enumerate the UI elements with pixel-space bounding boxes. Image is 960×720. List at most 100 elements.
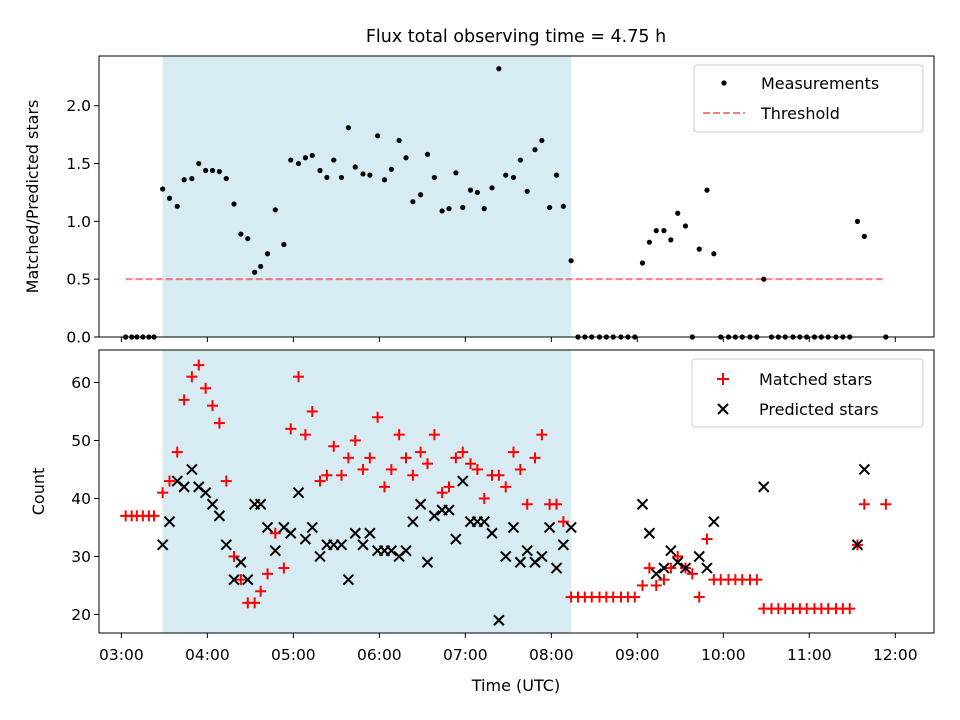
measurement-point: [160, 186, 166, 192]
predicted-star-marker: [186, 463, 198, 476]
measurement-point: [367, 172, 373, 178]
predicted-star-marker: [493, 614, 505, 626]
measurement-point: [675, 210, 681, 216]
predicted-star-marker: [758, 481, 770, 493]
top-panel: 0.00.51.01.52.0 Matched/Predicted stars …: [23, 55, 935, 347]
measurement-point: [854, 218, 861, 224]
matched-star-marker: [393, 429, 405, 441]
matched-star-marker: [385, 463, 397, 475]
measurement-point: [375, 133, 381, 139]
matched-star-marker: [464, 458, 476, 470]
x-tick-label: 11:00: [787, 646, 832, 664]
matched-star-marker: [342, 452, 354, 464]
predicted-star-marker: [285, 527, 297, 539]
measurement-point: [345, 125, 351, 131]
matched-star-marker: [269, 527, 281, 539]
predicted-star-marker: [701, 562, 713, 574]
measurement-point: [396, 137, 402, 144]
matched-star-marker: [751, 574, 763, 586]
matched-star-marker: [407, 469, 419, 481]
matched-star-marker: [148, 510, 160, 522]
matched-star-marker: [507, 446, 519, 458]
predicted-star-marker: [357, 539, 369, 551]
predicted-star-marker: [500, 550, 512, 563]
measurement-point: [166, 195, 173, 201]
measurement-point: [481, 206, 487, 212]
measurement-point: [696, 246, 702, 252]
predicted-star-marker: [407, 515, 419, 528]
matched-star-marker: [235, 574, 247, 586]
measurement-point: [352, 164, 358, 170]
measurement-point: [288, 157, 294, 163]
bottom-panel: 20 30 40 50 60 03:00 04:00 05:00 06:00 07:00 08:0…: [29, 349, 935, 695]
predicted-star-marker: [543, 521, 556, 534]
predicted-star-marker: [342, 573, 355, 586]
measurement-point: [547, 204, 553, 211]
measurement-point: [661, 228, 667, 234]
matched-star-marker: [650, 579, 662, 591]
matched-star-marker: [255, 585, 267, 597]
matched-star-marker: [536, 429, 548, 441]
matched-star-marker: [178, 394, 190, 406]
measurement-point: [446, 206, 452, 212]
measurement-point: [668, 237, 674, 243]
predicted-star-marker: [514, 556, 527, 568]
matched-star-marker: [357, 463, 369, 475]
predicted-star-marker: [708, 515, 720, 528]
matched-star-marker: [220, 475, 232, 487]
measurement-point: [418, 192, 424, 198]
matched-star-marker: [378, 481, 390, 493]
top-y-tick-label: 2.0: [66, 97, 91, 115]
measurement-point: [467, 187, 474, 193]
predicted-star-marker: [521, 544, 533, 557]
matched-star-marker: [278, 562, 290, 574]
bottom-y-tick-label: 40: [71, 490, 91, 508]
predicted-star-marker: [400, 544, 412, 557]
measurement-point: [517, 157, 523, 163]
legend-measurement-marker: [721, 80, 727, 86]
matched-star-marker: [665, 562, 677, 574]
measurement-point: [704, 187, 710, 193]
predicted-star-marker: [414, 498, 427, 510]
measurement-point: [403, 155, 409, 161]
matched-star-marker: [171, 446, 183, 458]
matched-star-marker: [249, 597, 261, 609]
matched-star-marker: [321, 469, 333, 481]
x-tick-label: 08:00: [529, 646, 574, 664]
matched-star-marker: [500, 481, 512, 493]
chart-title: Flux total observing time = 4.75 h: [366, 27, 666, 47]
matched-star-marker: [658, 574, 670, 586]
matched-star-marker: [471, 463, 483, 475]
predicted-star-marker: [672, 556, 684, 568]
bottom-y-tick-label: 20: [71, 606, 91, 624]
predicted-star-marker: [306, 521, 318, 534]
bottom-y-axis-label: Count: [29, 468, 48, 516]
measurement-point: [181, 177, 187, 183]
matched-star-marker: [550, 498, 562, 510]
predicted-star-marker: [235, 556, 247, 568]
matched-star-marker: [493, 469, 505, 481]
top-y-tick-label: 0.0: [66, 329, 91, 347]
matched-star-marker: [349, 434, 361, 446]
top-y-axis-label: Matched/Predicted stars: [23, 100, 42, 294]
predicted-star-marker: [385, 544, 398, 557]
matched-star-marker: [193, 359, 205, 371]
matched-star-marker: [421, 458, 433, 470]
x-tick-label: 04:00: [185, 646, 230, 664]
legend-predicted-marker: [717, 403, 729, 415]
measurement-point: [424, 151, 431, 157]
measurement-point: [510, 174, 517, 181]
measurement-point: [431, 174, 437, 181]
matched-star-marker: [629, 591, 641, 603]
matched-star-marker: [157, 487, 169, 499]
predicted-star-marker: [206, 498, 219, 510]
measurement-point: [189, 175, 195, 182]
measurement-point: [861, 233, 867, 239]
matched-star-marker: [293, 371, 305, 383]
predicted-star-marker: [213, 510, 226, 522]
bottom-y-tick-label: 50: [71, 432, 91, 450]
predicted-star-marker: [536, 550, 548, 563]
measurement-point: [338, 174, 345, 181]
bottom-legend-box: [691, 358, 924, 428]
measurement-point: [410, 199, 416, 205]
